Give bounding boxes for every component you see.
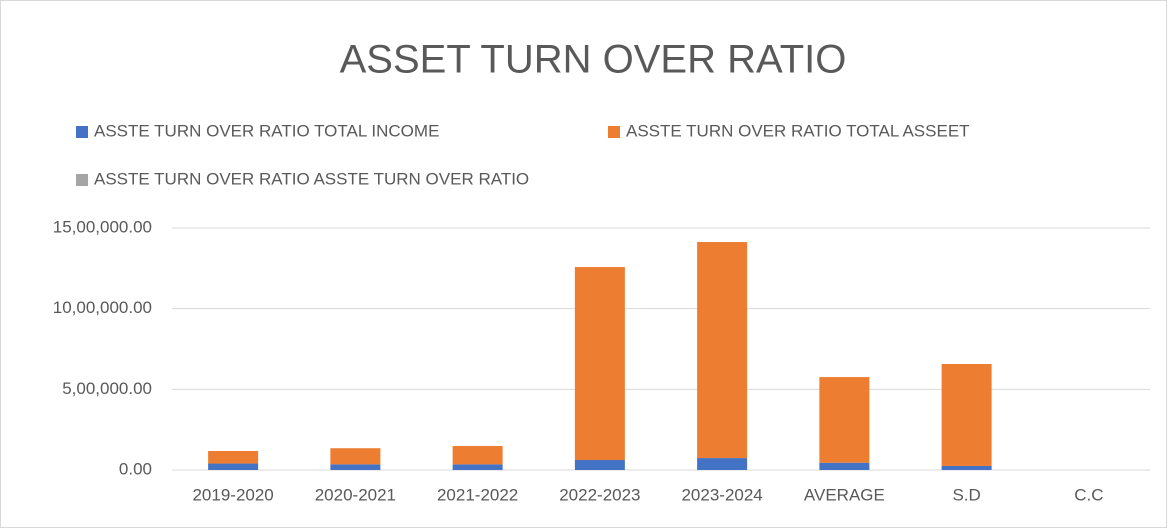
y-tick-label: 0.00: [119, 459, 152, 478]
x-tick-label: 2022-2023: [559, 485, 640, 504]
bar-segment: [208, 463, 259, 470]
bar-segment: [452, 464, 503, 470]
chart-title: ASSET TURN OVER RATIO: [340, 38, 847, 82]
legend-label: ASSTE TURN OVER RATIO TOTAL ASSEET: [626, 121, 970, 140]
bar-segment: [574, 459, 625, 470]
legend-label: ASSTE TURN OVER RATIO TOTAL INCOME: [94, 121, 439, 140]
legend-swatch: [76, 126, 88, 138]
bar-segment: [819, 377, 870, 463]
legend-swatch: [608, 126, 620, 138]
bar-segment: [574, 267, 625, 460]
legend-swatch: [76, 174, 88, 186]
legend-label: ASSTE TURN OVER RATIO ASSTE TURN OVER RA…: [94, 169, 529, 188]
bar-segment: [452, 445, 503, 465]
bar-segment: [330, 448, 381, 465]
bar-segment: [819, 462, 870, 470]
bar-segment: [941, 364, 992, 466]
bar-segment: [697, 458, 748, 470]
x-tick-label: AVERAGE: [804, 485, 885, 504]
y-tick-label: 15,00,000.00: [53, 217, 152, 236]
x-tick-label: S.D: [952, 485, 980, 504]
x-tick-label: 2021-2022: [437, 485, 518, 504]
bar-segment: [941, 465, 992, 470]
bar-segment: [208, 450, 259, 464]
y-tick-label: 5,00,000.00: [62, 379, 152, 398]
x-tick-label: 2020-2021: [315, 485, 396, 504]
bar-segment: [330, 464, 381, 470]
x-tick-label: 2023-2024: [681, 485, 762, 504]
x-tick-label: 2019-2020: [192, 485, 273, 504]
y-tick-label: 10,00,000.00: [53, 298, 152, 317]
bar-segment: [697, 242, 748, 459]
x-tick-label: C.C: [1074, 485, 1103, 504]
